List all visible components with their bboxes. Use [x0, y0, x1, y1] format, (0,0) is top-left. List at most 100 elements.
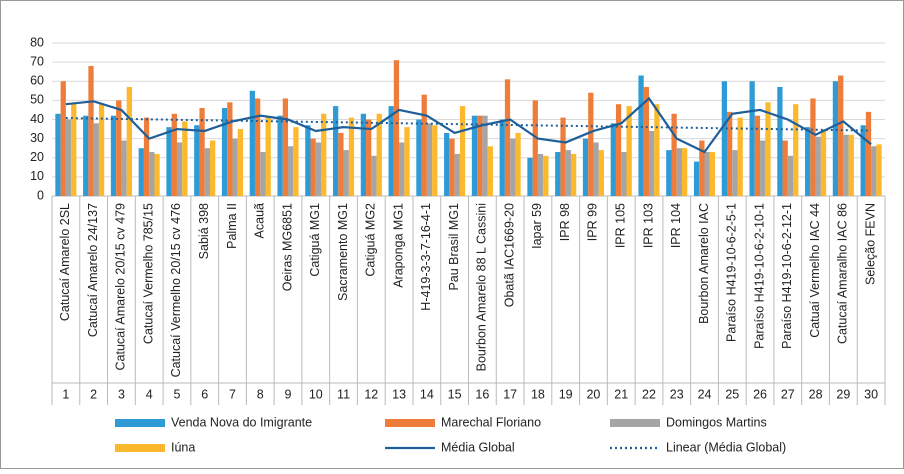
bar — [176, 142, 183, 196]
bar — [777, 86, 783, 196]
bar — [555, 152, 561, 196]
bar — [615, 104, 622, 196]
category-number: 22 — [642, 387, 656, 401]
bar — [60, 81, 66, 196]
bar — [643, 86, 649, 196]
bar — [71, 104, 77, 196]
category-number: 16 — [475, 387, 489, 401]
bar — [588, 92, 594, 196]
category-number: 7 — [229, 387, 236, 401]
bar — [166, 127, 172, 196]
bar — [848, 134, 854, 196]
x-tick-label: H-419-3-3-7-16-4-1 — [419, 203, 433, 311]
x-tick-label: IPR 105 — [614, 203, 628, 248]
bar — [805, 127, 811, 196]
category-number: 13 — [392, 387, 406, 401]
bar — [227, 102, 233, 196]
bar — [293, 127, 299, 196]
bar — [865, 111, 872, 196]
bar — [648, 130, 655, 196]
bar — [426, 123, 433, 196]
bar — [598, 150, 605, 196]
bar — [666, 150, 672, 196]
bar — [332, 106, 339, 196]
bar — [194, 125, 200, 196]
bar — [393, 60, 400, 197]
bar — [249, 90, 255, 196]
bar — [449, 138, 455, 196]
bar — [399, 142, 405, 196]
category-number: 4 — [146, 387, 153, 401]
legend-label: Venda Nova do Imigrante — [171, 415, 312, 429]
x-tick-label: Seleção FEVN — [863, 203, 877, 285]
bar — [843, 134, 849, 196]
bar — [626, 106, 632, 196]
bar — [515, 132, 521, 196]
x-tick-label: Catucaí Amarelo 24/137 — [86, 203, 100, 337]
bar — [810, 98, 816, 196]
legend-label: Marechal Floriano — [441, 415, 541, 429]
bar — [154, 153, 160, 196]
bar — [93, 123, 99, 196]
bar — [343, 150, 349, 196]
x-tick-label: Paraíso H419-10-6-2-5-1 — [725, 203, 739, 342]
legend-label: Domingos Martins — [666, 415, 767, 429]
bar — [782, 140, 788, 196]
bar — [126, 86, 132, 196]
bar — [366, 119, 372, 196]
bar — [793, 104, 799, 196]
x-tick-label: IPR 104 — [669, 203, 683, 248]
bar — [348, 117, 355, 196]
legend-swatch — [610, 419, 660, 427]
y-tick-label: 70 — [30, 54, 44, 68]
bar — [537, 153, 544, 196]
bar — [260, 152, 266, 196]
trendline — [65, 117, 872, 132]
bar — [704, 152, 710, 196]
category-number: 24 — [698, 387, 712, 401]
bar — [254, 98, 261, 196]
category-number: 1 — [62, 387, 69, 401]
bar — [815, 136, 821, 196]
x-tick-label: Oeiras MG6851 — [280, 203, 294, 291]
bar — [871, 146, 877, 196]
x-tick-label: Bourbon Amarelo IAC — [697, 203, 711, 324]
legend-swatch — [385, 419, 435, 427]
category-number: 30 — [864, 387, 878, 401]
x-tick-label: IPR 99 — [586, 203, 600, 241]
bar — [477, 115, 483, 196]
bar — [282, 98, 289, 196]
bar — [765, 102, 771, 196]
category-number: 3 — [118, 387, 125, 401]
x-tick-label: Catucaí Vermelho 785/15 — [141, 203, 155, 344]
bar — [338, 132, 344, 196]
bar — [727, 111, 733, 196]
category-number: 19 — [559, 387, 573, 401]
legend-swatch — [115, 419, 165, 427]
bar — [444, 132, 450, 196]
bar — [671, 113, 677, 196]
bar — [360, 113, 367, 196]
category-number: 10 — [309, 387, 323, 401]
category-number: 8 — [257, 387, 264, 401]
bar — [204, 148, 210, 196]
bar — [582, 138, 589, 196]
category-number: 18 — [531, 387, 545, 401]
bar — [199, 108, 205, 196]
bar — [98, 104, 105, 196]
bar — [459, 106, 466, 196]
bar — [321, 113, 327, 196]
bar — [860, 125, 866, 196]
bar — [376, 113, 382, 196]
x-tick-label: Palma II — [225, 203, 239, 249]
bar — [237, 129, 244, 196]
x-tick-label: Araponga MG1 — [391, 203, 405, 288]
category-number: 9 — [285, 387, 292, 401]
bar — [149, 152, 155, 196]
bar — [138, 148, 144, 196]
x-tick-label: Paraíso H419-10-6-2-10-1 — [752, 203, 766, 349]
bar — [143, 117, 150, 196]
bar — [560, 117, 566, 196]
bar — [527, 157, 533, 196]
bar — [65, 119, 72, 196]
